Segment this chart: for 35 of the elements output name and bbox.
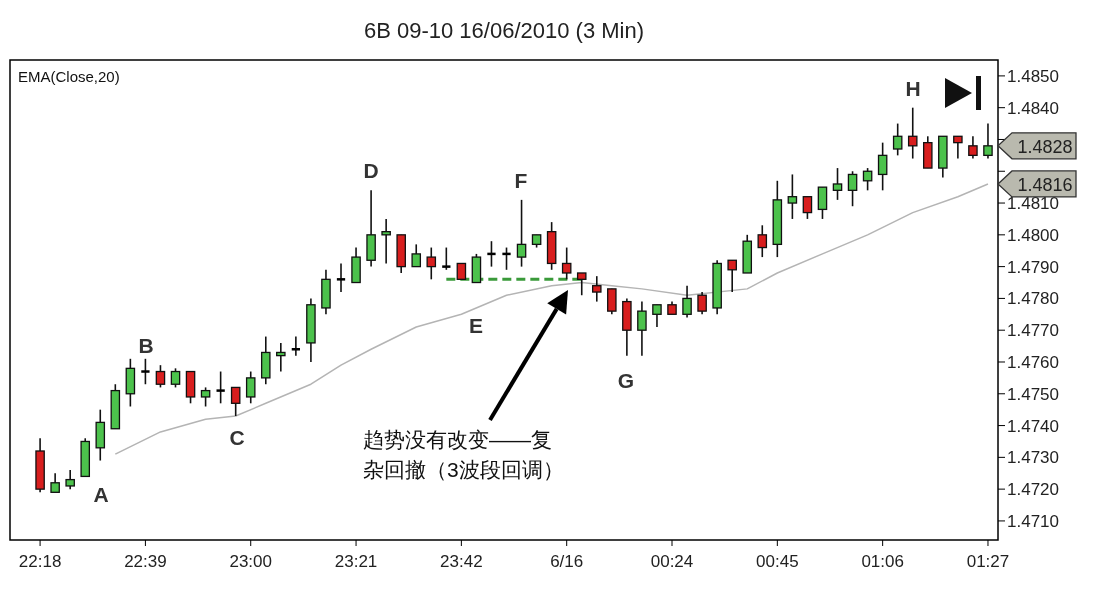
x-tick-label: 01:27 bbox=[966, 552, 1010, 571]
annotation: A bbox=[93, 482, 109, 506]
x-tick-label: 23:00 bbox=[229, 552, 272, 571]
x-tick-label: 01:06 bbox=[861, 552, 904, 571]
x-tick-label: 23:21 bbox=[334, 552, 378, 571]
y-tick-label: 1.4720 bbox=[1007, 480, 1059, 500]
annotation: E bbox=[469, 313, 483, 337]
x-tick-label: 00:45 bbox=[756, 552, 799, 571]
y-tick-label: 1.4840 bbox=[1007, 98, 1059, 118]
y-tick-label: 1.4850 bbox=[1007, 66, 1059, 86]
y-tick-label: 1.4780 bbox=[1007, 289, 1059, 309]
annotation: B bbox=[138, 333, 154, 357]
y-tick-label: 1.4730 bbox=[1007, 448, 1059, 468]
y-tick-label: 1.4800 bbox=[1007, 225, 1059, 245]
price-tag: 1.4816 bbox=[997, 170, 1077, 198]
annotation: F bbox=[514, 168, 528, 192]
y-tick-label: 1.4710 bbox=[1007, 511, 1059, 531]
annotation: H bbox=[905, 76, 921, 100]
y-tick-label: 1.4790 bbox=[1007, 257, 1059, 277]
x-tick-label: 23:42 bbox=[440, 552, 483, 571]
y-tick-label: 1.4740 bbox=[1007, 416, 1059, 436]
price-tag: 1.4828 bbox=[997, 132, 1077, 160]
annotation: G bbox=[617, 368, 635, 392]
title: 6B 09-10 16/06/2010 (3 Min) bbox=[363, 18, 645, 43]
y-tick-label: 1.4760 bbox=[1007, 352, 1059, 372]
annotation: D bbox=[363, 158, 379, 182]
y-tick-label: 1.4770 bbox=[1007, 321, 1059, 341]
series-name: EMA(Close,20) bbox=[18, 68, 120, 85]
annotation: 趋势没有改变——复杂回撤（3波段回调） bbox=[363, 427, 565, 483]
x-tick-label: 6/16 bbox=[550, 552, 584, 571]
x-tick-label: 22:39 bbox=[124, 552, 167, 571]
annotation: C bbox=[229, 425, 245, 449]
x-tick-label: 00:24 bbox=[650, 552, 694, 571]
x-tick-label: 22:18 bbox=[18, 552, 62, 571]
y-tick-label: 1.4750 bbox=[1007, 384, 1059, 404]
